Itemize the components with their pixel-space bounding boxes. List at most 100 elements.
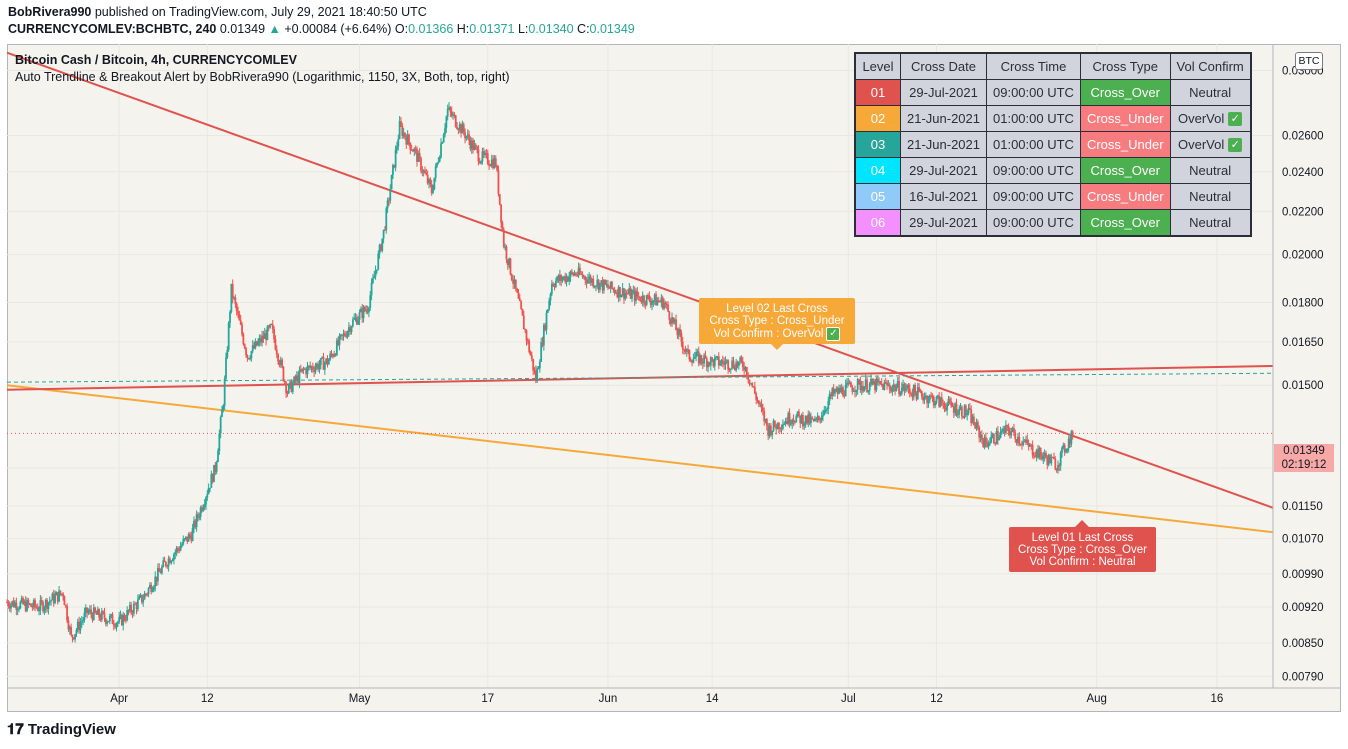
candle-body: [420, 157, 422, 171]
candle-body: [359, 308, 362, 313]
col-cross-type: Cross Type: [1079, 52, 1171, 80]
candle-body: [744, 367, 747, 371]
close-value: 0.01349: [589, 22, 635, 36]
candle-body: [951, 405, 954, 407]
candle-body: [943, 403, 946, 409]
candle-body: [127, 610, 130, 612]
candle-body: [48, 601, 51, 603]
candle-body: [966, 413, 969, 416]
candle-body: [246, 354, 249, 359]
candle-body: [724, 361, 727, 365]
candle-body: [781, 424, 784, 429]
candle-body: [381, 238, 384, 251]
candle-body: [795, 416, 798, 423]
candle-body: [253, 345, 255, 349]
candle-body: [408, 134, 410, 143]
candle-body: [890, 388, 892, 392]
candle-body: [919, 391, 922, 393]
candle-body: [587, 279, 589, 284]
candle-body: [574, 273, 577, 275]
candle-body: [262, 335, 265, 339]
candle-body: [701, 361, 704, 364]
candle-body: [974, 424, 977, 429]
candle-body: [608, 287, 611, 289]
candle-body: [868, 383, 871, 391]
chart-legend-title[interactable]: Bitcoin Cash / Bitcoin, 4h, CURRENCYCOML…: [15, 53, 297, 67]
candle-body: [756, 399, 759, 401]
candle-body: [629, 288, 632, 299]
candle-body: [46, 599, 48, 610]
candle-body: [688, 349, 691, 360]
date-cell: 29-Jul-2021: [900, 157, 987, 184]
candle-body: [289, 381, 292, 385]
candle-body: [932, 396, 935, 406]
candle-body: [924, 395, 927, 398]
candle-body: [689, 359, 692, 362]
candle-body: [764, 418, 767, 422]
candle-body: [225, 357, 227, 379]
candle-body: [959, 406, 962, 409]
candle-body: [1049, 455, 1051, 464]
candle-body: [235, 303, 238, 312]
candle-body: [745, 367, 748, 377]
candle-body: [363, 306, 366, 311]
candle-body: [583, 276, 585, 278]
candle-body: [15, 602, 18, 610]
candle-body: [721, 360, 724, 363]
candle-body: [175, 547, 178, 553]
candle-body: [536, 368, 539, 382]
candle-body: [32, 600, 35, 608]
candle-body: [880, 383, 883, 385]
candle-body: [984, 437, 987, 443]
candle-body: [1069, 438, 1071, 445]
y-tick-label: 0.00850: [1282, 638, 1324, 650]
candle-body: [859, 381, 862, 390]
candle-body: [720, 360, 723, 364]
candle-body: [752, 386, 755, 388]
candle-body: [99, 617, 102, 621]
candle-body: [187, 534, 190, 542]
candle-body: [983, 437, 986, 447]
y-tick-label: 0.01500: [1282, 380, 1324, 392]
tradingview-logo[interactable]: 𝟏𝟕 TradingView: [7, 721, 116, 738]
candle-body: [478, 161, 481, 164]
indicator-legend[interactable]: Auto Trendline & Breakout Alert by BobRi…: [15, 70, 510, 84]
candle-body: [152, 586, 155, 590]
candle-body: [749, 383, 752, 385]
candle-body: [424, 170, 426, 174]
last-price: 0.01349: [219, 22, 266, 36]
candle-body: [315, 363, 318, 368]
candle-body: [173, 554, 175, 560]
level-01-title: Level 01 Last Cross: [1031, 532, 1134, 544]
candle-body: [54, 595, 56, 604]
candle-body: [891, 387, 894, 392]
candle-body: [520, 301, 523, 309]
candle-body: [958, 408, 961, 415]
candle-body: [460, 124, 462, 134]
candle-body: [906, 385, 908, 389]
candle-body: [663, 302, 665, 309]
candle-body: [788, 413, 791, 425]
candle-body: [354, 317, 357, 319]
candle-body: [804, 415, 807, 424]
candle-body: [157, 568, 159, 582]
publisher-name[interactable]: BobRivera990: [8, 5, 92, 19]
candle-body: [142, 599, 145, 603]
candle-body: [1042, 456, 1045, 460]
candle-body: [83, 612, 86, 620]
candle-body: [735, 362, 738, 371]
candle-body: [1035, 449, 1038, 457]
candle-body: [295, 375, 298, 381]
candle-body: [92, 607, 95, 620]
currency-badge: BTC: [1295, 52, 1323, 70]
candle-body: [785, 421, 788, 424]
countdown-tag: 02:19:12: [1274, 458, 1334, 472]
candle-body: [237, 311, 239, 315]
candle-body: [560, 275, 563, 281]
candle-body: [557, 276, 560, 281]
col-vol-confirm: Vol Confirm: [1169, 52, 1252, 80]
candle-body: [680, 333, 683, 342]
candle-body: [384, 229, 386, 231]
candle-body: [1015, 439, 1018, 443]
